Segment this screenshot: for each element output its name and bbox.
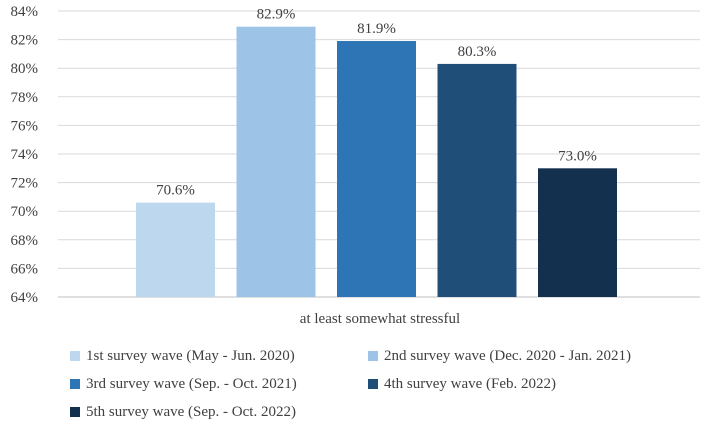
- bar-wave-2: [236, 26, 316, 297]
- bar-label-wave-3: 81.9%: [357, 21, 396, 37]
- y-tick-label: 78%: [11, 90, 39, 106]
- legend-label: 1st survey wave (May - Jun. 2020): [86, 347, 295, 364]
- legend-label: 3rd survey wave (Sep. - Oct. 2021): [86, 375, 297, 392]
- y-tick-label: 72%: [11, 176, 39, 192]
- bar-labels: 70.6% 82.9% 81.9% 80.3% 73.0%: [156, 7, 597, 199]
- bar-label-wave-1: 70.6%: [156, 183, 195, 199]
- y-tick-label: 66%: [11, 261, 39, 277]
- bar-wave-5: [538, 168, 617, 297]
- y-tick-label: 80%: [11, 61, 39, 77]
- y-tick-label: 82%: [11, 33, 39, 49]
- legend-swatch: [70, 407, 80, 417]
- legend-label: 5th survey wave (Sep. - Oct. 2022): [86, 403, 296, 420]
- bar-wave-3: [337, 41, 416, 297]
- legend-swatch: [70, 351, 80, 361]
- legend: 1st survey wave (May - Jun. 2020) 2nd sur…: [70, 346, 700, 422]
- legend-item-wave-5: 5th survey wave (Sep. - Oct. 2022): [70, 402, 360, 422]
- y-tick-label: 76%: [11, 118, 39, 134]
- legend-item-wave-4: 4th survey wave (Feb. 2022): [368, 374, 688, 394]
- y-tick-label: 64%: [11, 290, 39, 306]
- y-tick-label: 74%: [11, 147, 39, 163]
- legend-label: 4th survey wave (Feb. 2022): [384, 375, 557, 392]
- bar-label-wave-5: 73.0%: [558, 148, 597, 164]
- legend-item-wave-2: 2nd survey wave (Dec. 2020 - Jan. 2021): [368, 346, 688, 366]
- bar-label-wave-2: 82.9%: [257, 7, 296, 23]
- bar-wave-1: [136, 202, 215, 297]
- legend-swatch: [368, 351, 378, 361]
- legend-label: 2nd survey wave (Dec. 2020 - Jan. 2021): [384, 347, 632, 364]
- legend-item-wave-1: 1st survey wave (May - Jun. 2020): [70, 346, 360, 366]
- x-axis-label: at least somewhat stressful: [300, 311, 460, 327]
- legend-swatch: [368, 379, 378, 389]
- legend-swatch: [70, 379, 80, 389]
- y-tick-label: 68%: [11, 233, 39, 249]
- legend-item-wave-3: 3rd survey wave (Sep. - Oct. 2021): [70, 374, 360, 394]
- bar-wave-4: [437, 63, 517, 297]
- y-tick-label: 84%: [11, 4, 39, 20]
- y-tick-label: 70%: [11, 204, 39, 220]
- bars: [136, 26, 617, 297]
- y-axis-ticks: 64% 66% 68% 70% 72% 74% 76% 78% 80% 82% 84%: [11, 4, 39, 306]
- bar-label-wave-4: 80.3%: [458, 44, 497, 60]
